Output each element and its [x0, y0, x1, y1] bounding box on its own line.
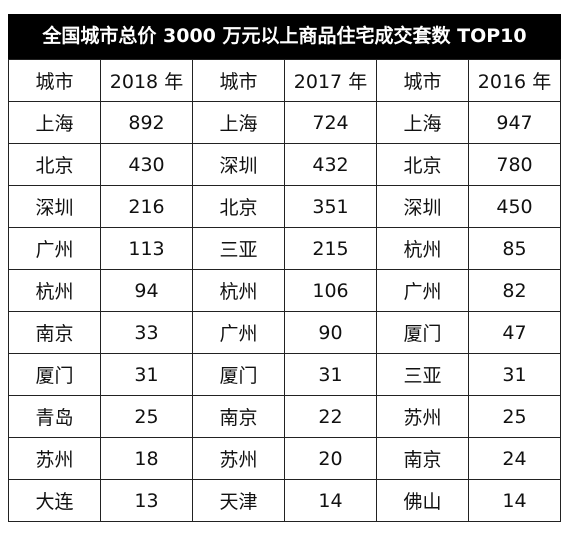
table-title: 全国城市总价 3000 万元以上商品住宅成交套数 TOP10	[8, 14, 561, 59]
city-cell: 北京	[192, 185, 285, 228]
count-cell: 31	[284, 353, 377, 396]
header-year-2017: 2017 年	[284, 59, 377, 102]
count-cell: 351	[284, 185, 377, 228]
count-cell: 780	[468, 143, 561, 186]
city-cell: 广州	[192, 311, 285, 354]
count-cell: 20	[284, 437, 377, 480]
header-year-2018: 2018 年	[100, 59, 193, 102]
city-cell: 苏州	[8, 437, 101, 480]
city-cell: 深圳	[376, 185, 469, 228]
count-cell: 14	[468, 479, 561, 522]
city-cell: 苏州	[376, 395, 469, 438]
count-cell: 25	[468, 395, 561, 438]
city-cell: 厦门	[376, 311, 469, 354]
count-cell: 94	[100, 269, 193, 312]
count-cell: 450	[468, 185, 561, 228]
city-cell: 杭州	[8, 269, 101, 312]
header-city-2018: 城市	[8, 59, 101, 102]
table-row: 厦门 31 厦门 31 三亚 31	[8, 353, 561, 396]
city-cell: 上海	[8, 101, 101, 144]
city-cell: 深圳	[192, 143, 285, 186]
city-cell: 南京	[376, 437, 469, 480]
count-cell: 724	[284, 101, 377, 144]
count-cell: 18	[100, 437, 193, 480]
table-row: 苏州 18 苏州 20 南京 24	[8, 437, 561, 480]
ranking-table: 城市 2018 年 城市 2017 年 城市 2016 年 上海 892 上海 …	[8, 59, 561, 522]
count-cell: 47	[468, 311, 561, 354]
count-cell: 106	[284, 269, 377, 312]
count-cell: 25	[100, 395, 193, 438]
city-cell: 南京	[192, 395, 285, 438]
count-cell: 215	[284, 227, 377, 270]
count-cell: 33	[100, 311, 193, 354]
city-cell: 大连	[8, 479, 101, 522]
city-cell: 北京	[376, 143, 469, 186]
city-cell: 杭州	[192, 269, 285, 312]
city-cell: 厦门	[192, 353, 285, 396]
count-cell: 13	[100, 479, 193, 522]
city-cell: 上海	[376, 101, 469, 144]
city-cell: 天津	[192, 479, 285, 522]
table-row: 广州 113 三亚 215 杭州 85	[8, 227, 561, 270]
table-row: 杭州 94 杭州 106 广州 82	[8, 269, 561, 312]
count-cell: 430	[100, 143, 193, 186]
count-cell: 31	[468, 353, 561, 396]
city-cell: 厦门	[8, 353, 101, 396]
header-city-2016: 城市	[376, 59, 469, 102]
count-cell: 31	[100, 353, 193, 396]
count-cell: 947	[468, 101, 561, 144]
table-row: 上海 892 上海 724 上海 947	[8, 101, 561, 144]
table-row: 深圳 216 北京 351 深圳 450	[8, 185, 561, 228]
city-cell: 三亚	[376, 353, 469, 396]
table-row: 南京 33 广州 90 厦门 47	[8, 311, 561, 354]
city-cell: 杭州	[376, 227, 469, 270]
table-row: 青岛 25 南京 22 苏州 25	[8, 395, 561, 438]
city-cell: 南京	[8, 311, 101, 354]
count-cell: 216	[100, 185, 193, 228]
city-cell: 广州	[376, 269, 469, 312]
header-row: 城市 2018 年 城市 2017 年 城市 2016 年	[8, 59, 561, 102]
city-cell: 苏州	[192, 437, 285, 480]
table-row: 北京 430 深圳 432 北京 780	[8, 143, 561, 186]
city-cell: 北京	[8, 143, 101, 186]
city-cell: 广州	[8, 227, 101, 270]
count-cell: 90	[284, 311, 377, 354]
header-year-2016: 2016 年	[468, 59, 561, 102]
count-cell: 432	[284, 143, 377, 186]
count-cell: 892	[100, 101, 193, 144]
city-cell: 青岛	[8, 395, 101, 438]
count-cell: 14	[284, 479, 377, 522]
table-row: 大连 13 天津 14 佛山 14	[8, 479, 561, 522]
count-cell: 82	[468, 269, 561, 312]
city-cell: 佛山	[376, 479, 469, 522]
ranking-table-container: 全国城市总价 3000 万元以上商品住宅成交套数 TOP10 城市 2018 年…	[8, 14, 561, 522]
city-cell: 上海	[192, 101, 285, 144]
count-cell: 113	[100, 227, 193, 270]
count-cell: 24	[468, 437, 561, 480]
header-city-2017: 城市	[192, 59, 285, 102]
count-cell: 22	[284, 395, 377, 438]
city-cell: 深圳	[8, 185, 101, 228]
count-cell: 85	[468, 227, 561, 270]
city-cell: 三亚	[192, 227, 285, 270]
